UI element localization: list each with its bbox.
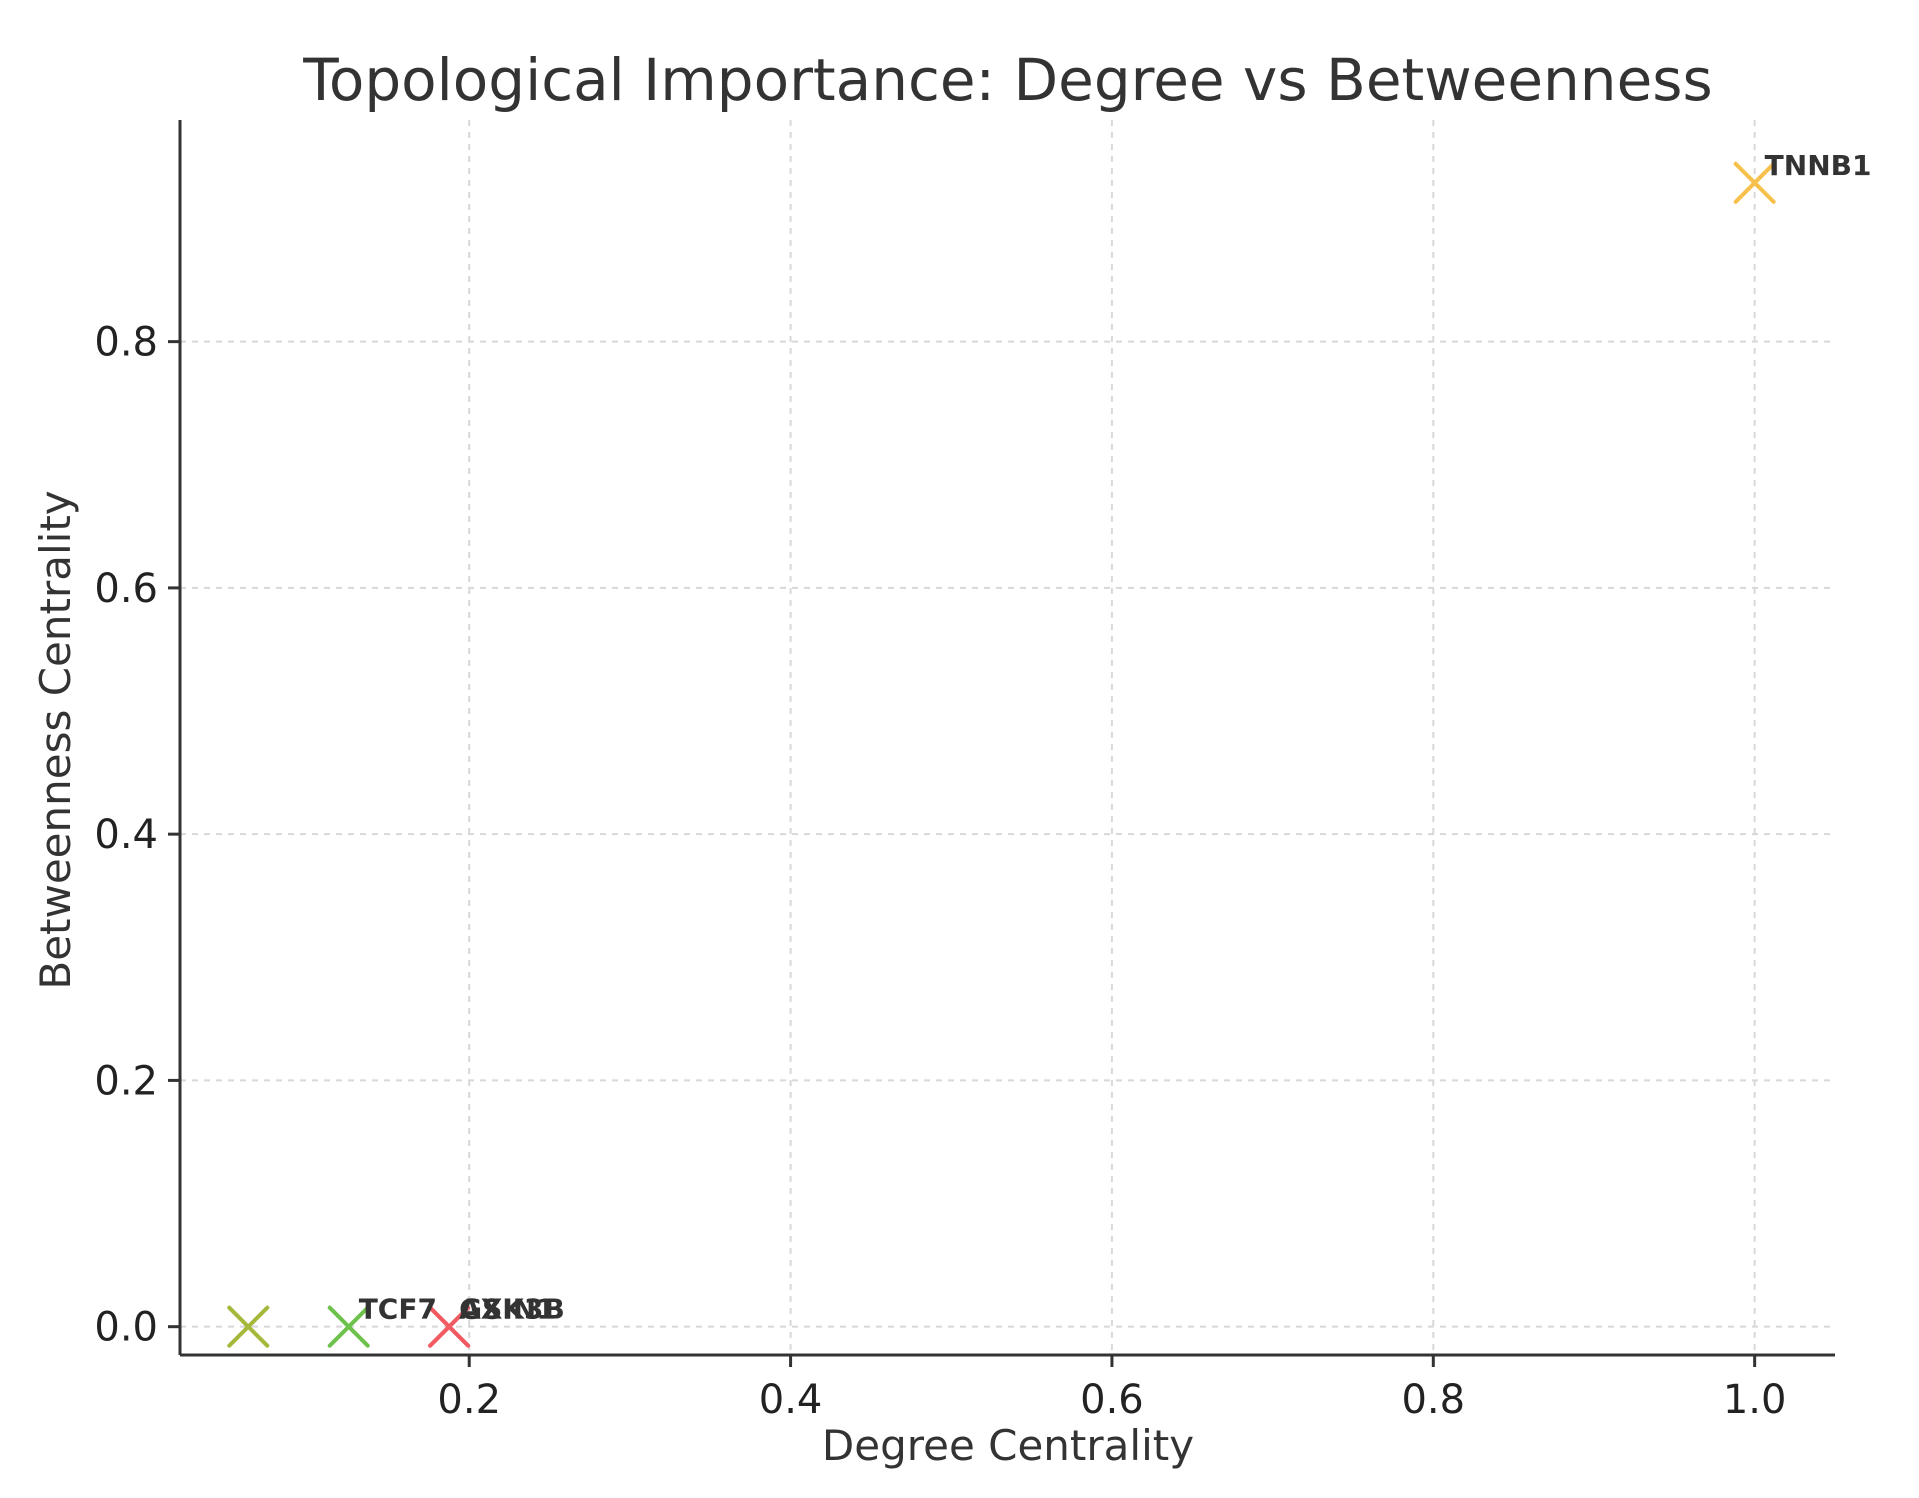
x-axis-label: Degree Centrality	[822, 1421, 1194, 1470]
x-tick-label: 1.0	[1723, 1377, 1787, 1423]
tick-layer: 0.2 0.4 0.6 0.8 1.0 0.0 0.2 0.4 0.6 0.8	[94, 320, 1786, 1423]
y-axis-label: Betweenness Centrality	[31, 490, 80, 989]
y-tick-label: 0.8	[94, 320, 158, 366]
y-tick-label: 0.4	[94, 812, 158, 858]
point-label: GSK3B	[459, 1293, 565, 1326]
x-tick-label: 0.8	[1401, 1377, 1465, 1423]
grid-layer	[180, 120, 1835, 1355]
x-tick-label: 0.2	[437, 1377, 501, 1423]
data-point-stroke-b	[327, 1305, 370, 1348]
y-tick-label: 0.0	[94, 1305, 158, 1351]
data-point	[227, 1305, 270, 1348]
point-label: AXIN1	[459, 1293, 556, 1326]
y-tick-label: 0.6	[94, 566, 158, 612]
point-layer	[227, 161, 1776, 1348]
x-tick-label: 0.6	[1080, 1377, 1144, 1423]
point-label: TNNB1	[1765, 149, 1872, 182]
data-point	[327, 1305, 370, 1348]
axis-layer	[178, 120, 1835, 1357]
chart-title: Topological Importance: Degree vs Betwee…	[302, 46, 1712, 114]
point-label: TCF7	[359, 1293, 437, 1326]
data-point-stroke-b	[428, 1305, 471, 1348]
data-point-stroke-b	[227, 1305, 270, 1348]
y-tick-label: 0.2	[94, 1058, 158, 1104]
x-tick-label: 0.4	[759, 1377, 823, 1423]
data-point	[428, 1305, 471, 1348]
data-point	[1733, 161, 1776, 204]
data-point-stroke-b	[1733, 161, 1776, 204]
